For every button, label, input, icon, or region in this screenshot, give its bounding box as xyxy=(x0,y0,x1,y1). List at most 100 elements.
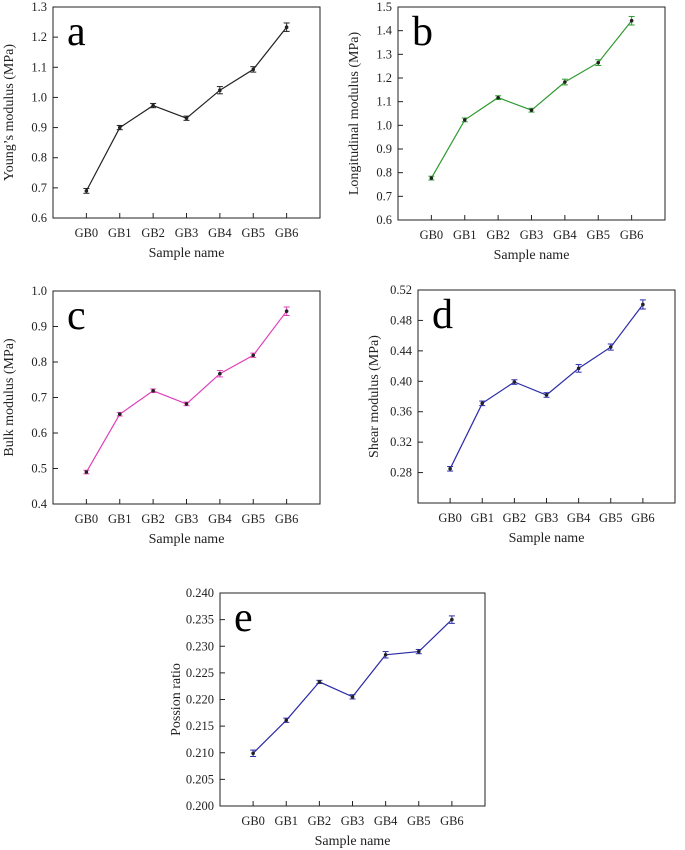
y-tick-label: 0.220 xyxy=(186,693,214,707)
x-tick-label: GB3 xyxy=(535,511,559,525)
y-tick-label: 0.8 xyxy=(376,166,392,180)
y-tick-label: 0.200 xyxy=(186,799,214,813)
x-tick-label: GB4 xyxy=(374,814,398,828)
plot-frame xyxy=(52,6,321,219)
y-axis-label: Shear modulus (MPa) xyxy=(367,335,382,458)
data-point xyxy=(429,176,434,180)
y-tick-label: 0.32 xyxy=(390,435,412,449)
data-point xyxy=(184,116,189,121)
x-tick-label: GB4 xyxy=(208,512,232,526)
y-tick-label: 0.36 xyxy=(390,405,412,419)
x-tick-label: GB6 xyxy=(275,226,299,240)
x-tick-label: GB1 xyxy=(108,226,132,240)
x-tick-label: GB6 xyxy=(440,814,464,828)
y-tick-label: 0.7 xyxy=(31,391,47,405)
y-tick-label: 0.48 xyxy=(390,313,412,327)
x-axis-label: Sample name xyxy=(149,246,225,261)
plot-frame xyxy=(397,6,666,221)
y-tick-label: 0.9 xyxy=(31,121,47,135)
data-point xyxy=(462,118,467,122)
x-tick-label: GB3 xyxy=(175,512,199,526)
y-tick-label: 0.28 xyxy=(390,466,412,480)
data-point xyxy=(218,88,222,92)
data-point xyxy=(641,302,645,307)
data-point xyxy=(383,652,388,657)
y-tick-label: 0.7 xyxy=(31,181,47,195)
data-point xyxy=(450,617,454,622)
panel-letter: a xyxy=(67,9,86,55)
y-tick-label: 0.5 xyxy=(31,462,47,476)
x-tick-label: GB0 xyxy=(75,512,99,526)
y-tick-label: 0.210 xyxy=(186,746,214,760)
y-tick-label: 1.3 xyxy=(31,0,47,14)
data-point xyxy=(480,401,485,406)
y-tick-label: 1.2 xyxy=(31,30,47,44)
y-axis-label: Possion ratio xyxy=(169,663,184,736)
data-point xyxy=(512,380,517,384)
data-point xyxy=(629,18,634,23)
x-axis-label: Sample name xyxy=(509,531,585,546)
series-line xyxy=(449,304,644,470)
x-tick-label: GB0 xyxy=(438,511,462,525)
y-tick-label: 1.4 xyxy=(376,24,392,38)
panel-letter: e xyxy=(234,595,253,641)
chart-panel-b: 0.6 0.7 0.8 0.9 1.0 1.1 1.2 1.3 1.4 1.5 GB0 GB1 GB2 G… xyxy=(347,0,666,263)
x-tick-label: GB4 xyxy=(567,511,591,525)
series-line xyxy=(85,26,288,192)
chart-panel-d: 0.28 0.32 0.36 0.40 0.44 0.48 0.52 GB0 GB1 GB2 GB3… xyxy=(367,283,676,546)
x-tick-label: GB2 xyxy=(141,512,165,526)
plot-frame xyxy=(52,290,321,505)
x-tick-label: GB0 xyxy=(241,814,265,828)
y-tick-label: 0.215 xyxy=(186,719,214,733)
y-tick-label: 0.6 xyxy=(376,213,392,227)
y-tick-label: 1.1 xyxy=(31,60,47,74)
data-point xyxy=(284,309,289,314)
x-axis-label: Sample name xyxy=(315,834,391,849)
x-tick-label: GB5 xyxy=(241,512,265,526)
y-tick-label: 0.8 xyxy=(31,151,47,165)
panel-letter: b xyxy=(412,9,433,55)
chart-panel-a: 0.6 0.7 0.8 0.9 1.0 1.1 1.2 1.3 GB0 GB1 GB2 GB3 GB4 G… xyxy=(2,0,321,261)
x-tick-label: GB5 xyxy=(586,228,610,242)
data-point xyxy=(84,470,89,474)
series-line xyxy=(85,310,288,473)
series-line xyxy=(430,20,633,179)
y-axis-label: Bulk modulus (MPa) xyxy=(2,338,17,457)
x-tick-label: GB1 xyxy=(453,228,477,242)
data-point xyxy=(84,189,89,193)
x-tick-label: GB3 xyxy=(175,226,199,240)
y-tick-label: 0.240 xyxy=(186,586,214,600)
data-point xyxy=(251,67,256,72)
data-point xyxy=(117,125,122,130)
data-point xyxy=(284,25,289,29)
y-axis-label: Young’s modulus (MPa) xyxy=(2,44,17,181)
y-tick-label: 0.40 xyxy=(390,374,412,388)
data-point xyxy=(608,345,613,349)
x-tick-label: GB1 xyxy=(274,814,298,828)
data-point xyxy=(151,103,155,108)
x-tick-label: GB2 xyxy=(308,814,332,828)
x-tick-label: GB6 xyxy=(631,511,655,525)
y-tick-label: 1.2 xyxy=(376,71,392,85)
y-tick-label: 0.44 xyxy=(390,344,413,358)
x-tick-label: GB4 xyxy=(208,226,232,240)
y-tick-label: 0.9 xyxy=(31,320,47,334)
panel-letter: c xyxy=(67,293,86,339)
x-tick-label: GB2 xyxy=(486,228,510,242)
y-axis-label: Longitudinal modulus (MPa) xyxy=(347,32,362,196)
data-point xyxy=(317,680,322,684)
y-tick-label: 1.1 xyxy=(376,95,392,109)
data-point xyxy=(284,718,289,723)
data-point xyxy=(117,412,122,416)
data-point xyxy=(544,393,549,397)
y-tick-label: 0.230 xyxy=(186,639,214,653)
y-tick-label: 0.6 xyxy=(31,211,47,225)
x-tick-label: GB6 xyxy=(275,512,299,526)
data-point xyxy=(596,60,601,65)
x-tick-label: GB5 xyxy=(241,226,265,240)
data-point xyxy=(416,649,421,654)
data-point xyxy=(529,108,534,112)
y-tick-label: 1.0 xyxy=(31,90,47,104)
x-tick-label: GB6 xyxy=(620,228,644,242)
